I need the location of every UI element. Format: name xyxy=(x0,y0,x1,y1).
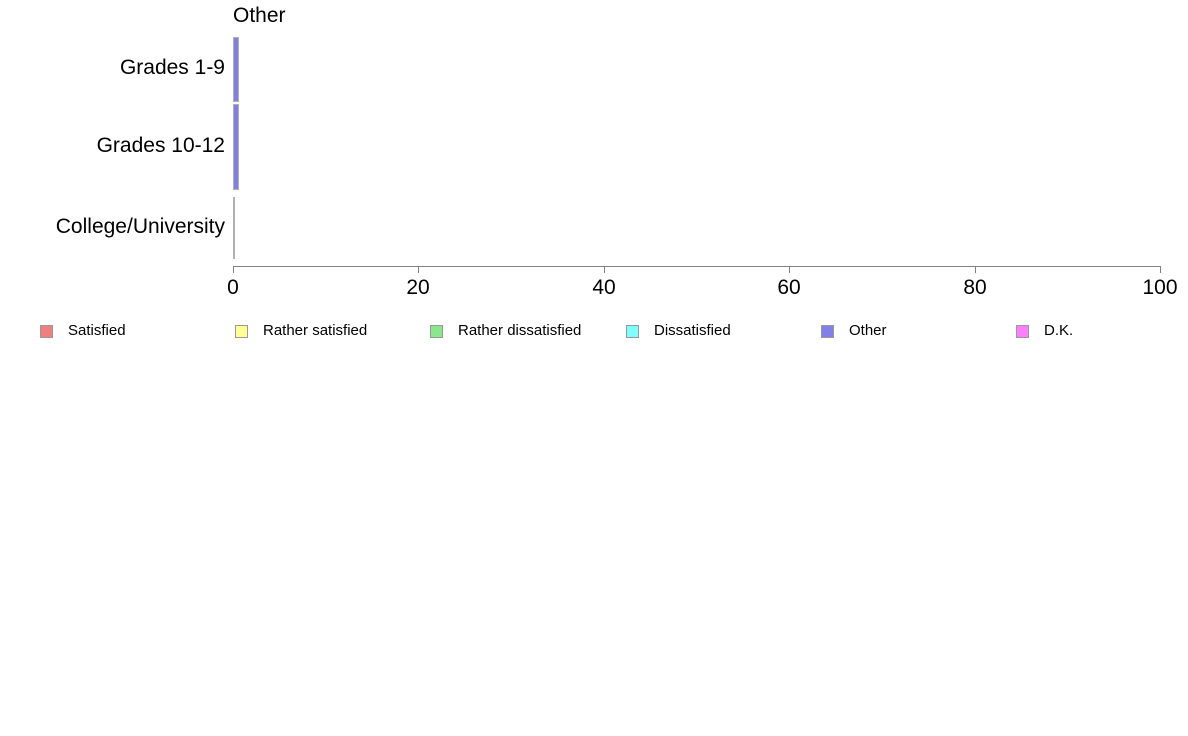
x-tick xyxy=(418,266,419,273)
x-axis-line xyxy=(233,266,1161,267)
x-tick-label: 0 xyxy=(227,276,239,299)
x-tick-label: 40 xyxy=(592,276,616,299)
category-label: Grades 10-12 xyxy=(96,134,225,157)
legend-item: Rather satisfied xyxy=(235,322,367,340)
x-tick xyxy=(789,266,790,273)
x-tick xyxy=(604,266,605,273)
legend-item: Dissatisfied xyxy=(626,322,731,340)
legend-label: D.K. xyxy=(1044,322,1074,339)
x-tick-label: 100 xyxy=(1142,276,1178,299)
bar xyxy=(233,197,235,259)
x-tick xyxy=(975,266,976,273)
x-tick-label: 20 xyxy=(406,276,430,299)
legend-swatch-satisfied xyxy=(40,324,53,338)
legend-swatch-d-k- xyxy=(1016,324,1029,338)
category-label: College/University xyxy=(55,215,225,238)
legend-label: Rather dissatisfied xyxy=(458,322,582,339)
category-label: Grades 1-9 xyxy=(119,56,225,79)
x-tick-label: 80 xyxy=(963,276,987,299)
bar xyxy=(233,104,239,190)
x-tick xyxy=(233,266,234,273)
chart-title: Other xyxy=(233,4,286,27)
x-tick xyxy=(1160,266,1161,273)
legend-label: Rather satisfied xyxy=(263,322,368,339)
legend-swatch-other xyxy=(821,324,834,338)
legend-item: Other xyxy=(821,322,887,340)
legend-swatch-dissatisfied xyxy=(626,324,639,338)
legend-label: Satisfied xyxy=(68,322,126,339)
legend-swatch-rather-dissatisfied xyxy=(430,324,443,338)
x-tick-label: 60 xyxy=(777,276,801,299)
legend-swatch-rather-satisfied xyxy=(235,324,248,338)
bar xyxy=(233,37,239,102)
legend-item: Rather dissatisfied xyxy=(430,322,581,340)
legend-label: Other xyxy=(849,322,887,339)
legend-label: Dissatisfied xyxy=(654,322,731,339)
legend-item: D.K. xyxy=(1016,322,1073,340)
legend-item: Satisfied xyxy=(40,322,126,340)
